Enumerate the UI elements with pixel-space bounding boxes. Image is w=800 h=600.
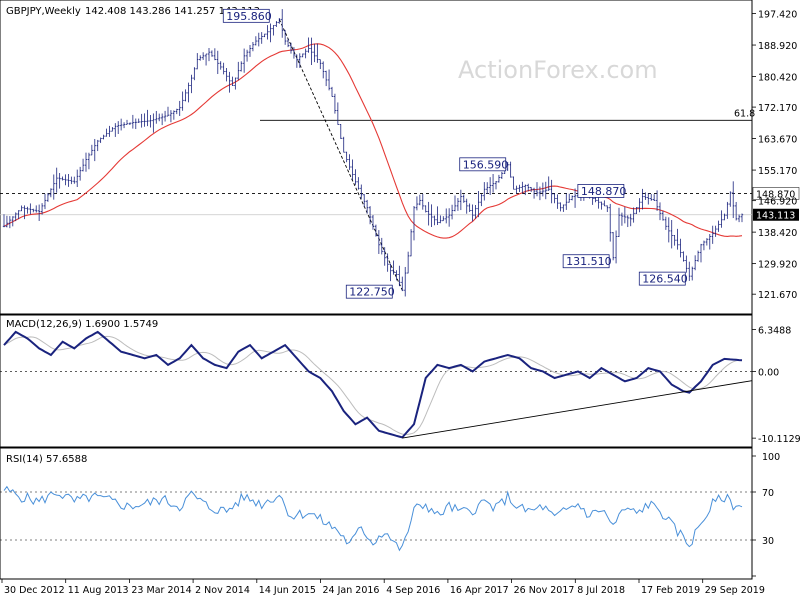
- price-tick-label: 163.670: [758, 135, 797, 146]
- resistance-axis-label: 148.870: [756, 189, 795, 200]
- annotation-box: [459, 157, 507, 172]
- annotation-label: 122.750: [349, 286, 395, 299]
- rsi-lines: [0, 485, 752, 552]
- moving-average: [3, 43, 743, 239]
- annotation-label: 126.540: [642, 273, 688, 286]
- x-axis: 30 Dec 2012 11 Aug 2013 23 Mar 2014 2 Nov 2…: [1, 579, 765, 596]
- annotation-box: [222, 8, 270, 23]
- price-header-symbol: GBPJPY,Weekly: [6, 6, 81, 17]
- ma-line: [3, 43, 743, 239]
- x-tick-label: 30 Dec 2012: [4, 585, 65, 596]
- annotation-box: [638, 271, 686, 286]
- price-tick-label: 146.920: [758, 197, 797, 208]
- annotation-label: 195.860: [226, 10, 271, 23]
- annotation-box: [345, 284, 393, 299]
- price-tick-label: 155.170: [758, 166, 797, 177]
- macd-panel: MACD(12,26,9) 1.6900 1.5749: [0, 314, 753, 448]
- macd-signal-line: [3, 335, 743, 436]
- rsi-title: RSI(14) 57.6588: [6, 454, 87, 465]
- x-tick-label: 17 Feb 2019: [641, 585, 700, 596]
- macd-axis: 6.3488 0.00 -10.1129: [752, 326, 800, 445]
- annotation-box: [562, 254, 610, 269]
- x-tick-label: 29 Sep 2019: [705, 585, 765, 596]
- watermark: ActionForex.com: [458, 56, 658, 84]
- price-tick-label: 129.920: [758, 260, 797, 271]
- rsi-axis: 100 70 30: [752, 452, 780, 577]
- macd-lines: [0, 330, 753, 439]
- rsi-tick-label: 100: [762, 452, 780, 463]
- price-header-ohlc: 142.408 143.286 141.257 143.113: [85, 6, 260, 17]
- x-tick-label: 26 Nov 2017: [514, 585, 575, 596]
- price-reference-lines: 61.8: [0, 108, 755, 216]
- x-tick-label: 8 Jul 2018: [577, 585, 625, 596]
- current-price-label: 143.113: [756, 211, 795, 222]
- price-tick-label: 138.420: [758, 228, 797, 239]
- price-tick-label: 121.670: [758, 290, 797, 301]
- macd-tick-label: 0.00: [758, 367, 779, 378]
- resistance-axis-tag: [752, 187, 800, 200]
- price-axis: 148.870 143.113 197.420 188.920 180.420 172.1…: [752, 10, 800, 301]
- fib-61-8-label: 61.8: [734, 108, 755, 119]
- macd-tick-label: -10.1129: [758, 434, 800, 445]
- rsi-tick-label: 70: [762, 488, 774, 499]
- rsi-tick-label: 30: [762, 536, 774, 547]
- price-tick-label: 180.420: [758, 73, 797, 84]
- x-tick-label: 4 Sep 2016: [386, 585, 440, 596]
- macd-main-line: [3, 330, 743, 439]
- price-panel: ActionForex.com GBPJPY,Weekly 142.408 14…: [0, 0, 755, 315]
- x-tick-label: 11 Aug 2013: [68, 585, 129, 596]
- price-tick-label: 197.420: [758, 10, 797, 21]
- x-tick-label: 16 Apr 2017: [450, 585, 509, 596]
- current-price-tag: [753, 208, 799, 221]
- x-tick-label: 23 Mar 2014: [131, 585, 191, 596]
- annotation-label: 131.510: [566, 255, 612, 268]
- annotation-box: [577, 184, 625, 198]
- price-annotations: 195.860 122.750 156.590 148.870 131.510 126.5…: [222, 8, 688, 299]
- macd-tick-label: 6.3488: [758, 326, 791, 337]
- x-tick-label: 14 Jun 2015: [259, 585, 316, 596]
- price-tick-label: 172.170: [758, 103, 797, 114]
- macd-title: MACD(12,26,9) 1.6900 1.5749: [6, 319, 158, 330]
- macd-trendline: [402, 380, 753, 439]
- x-tick-label: 2 Nov 2014: [195, 585, 250, 596]
- price-tick-label: 188.920: [758, 41, 797, 52]
- rsi-line: [3, 485, 743, 552]
- rsi-panel: RSI(14) 57.6588: [0, 447, 753, 580]
- price-candles: [2, 9, 744, 297]
- annotation-label: 156.590: [463, 158, 509, 171]
- x-tick-label: 24 Jan 2016: [323, 585, 380, 596]
- annotation-label: 148.870: [581, 185, 627, 198]
